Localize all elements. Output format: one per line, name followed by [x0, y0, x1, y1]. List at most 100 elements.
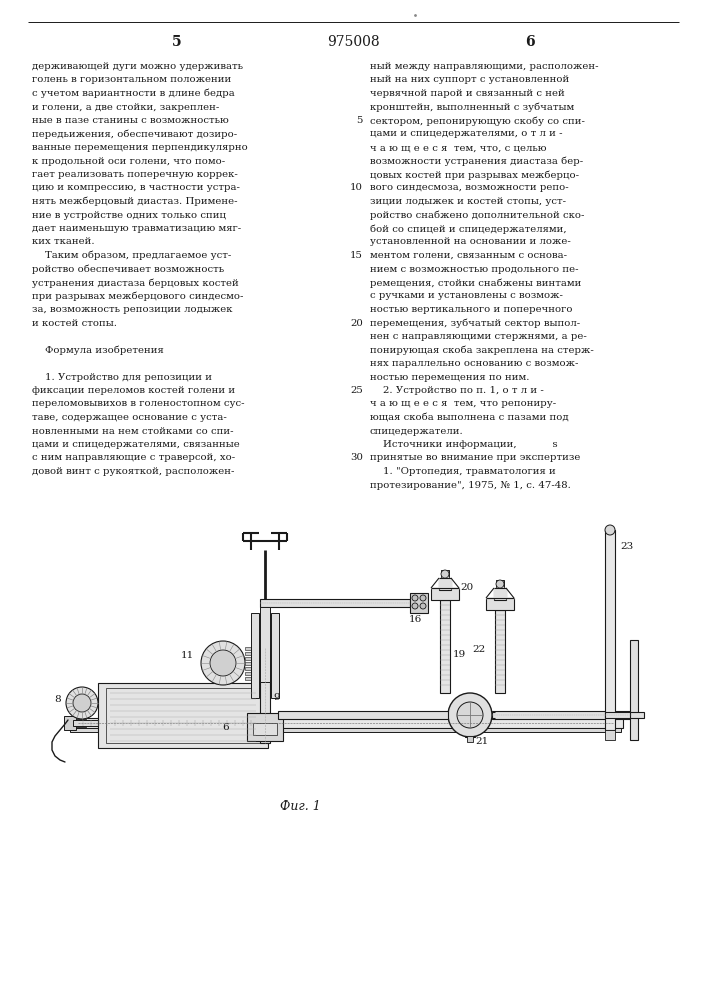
- Text: цию и компрессию, в частности устра-: цию и компрессию, в частности устра-: [32, 184, 240, 192]
- Text: 16: 16: [409, 615, 421, 624]
- Text: дает наименьшую травматизацию мяг-: дает наименьшую травматизацию мяг-: [32, 224, 241, 233]
- Bar: [98, 683, 268, 748]
- Text: 6: 6: [223, 723, 229, 732]
- Text: ройство обеспечивает возможность: ройство обеспечивает возможность: [32, 264, 224, 274]
- Text: ностью перемещения по ним.: ностью перемещения по ним.: [370, 372, 530, 381]
- Bar: [605, 530, 615, 730]
- Text: устранения диастаза берцовых костей: устранения диастаза берцовых костей: [32, 278, 239, 288]
- Bar: [467, 736, 473, 742]
- Text: 1. Устройство для репозиции и: 1. Устройство для репозиции и: [32, 372, 212, 381]
- Text: цами и спицедержателями, связанные: цами и спицедержателями, связанные: [32, 440, 240, 449]
- Text: и костей стопы.: и костей стопы.: [32, 318, 117, 328]
- Text: зиции лодыжек и костей стопы, уст-: зиции лодыжек и костей стопы, уст-: [370, 197, 566, 206]
- Bar: [605, 730, 615, 740]
- Bar: [68, 718, 623, 728]
- Text: червячной парой и связанный с ней: червячной парой и связанный с ней: [370, 89, 565, 98]
- Text: 11: 11: [181, 651, 194, 660]
- Text: Фиг. 1: Фиг. 1: [280, 800, 321, 813]
- Bar: [495, 610, 505, 693]
- Text: передьижения, обеспечивают дозиро-: передьижения, обеспечивают дозиро-: [32, 129, 237, 139]
- Bar: [260, 648, 270, 743]
- Text: при разрывах межберцового синдесмо-: при разрывах межберцового синдесмо-: [32, 292, 243, 301]
- Bar: [494, 588, 506, 600]
- Bar: [496, 580, 504, 588]
- Bar: [73, 720, 278, 726]
- Text: нять межберцовый диастаз. Примене-: нять межберцовый диастаз. Примене-: [32, 197, 238, 207]
- Text: ние в устройстве одних только спиц: ние в устройстве одних только спиц: [32, 211, 226, 220]
- Text: новленными на нем стойками со спи-: новленными на нем стойками со спи-: [32, 426, 233, 436]
- Text: 975008: 975008: [327, 35, 380, 49]
- Bar: [245, 657, 251, 660]
- Text: фиксации переломов костей голени и: фиксации переломов костей голени и: [32, 386, 235, 395]
- Text: Источники информации,           ѕ: Источники информации, ѕ: [370, 440, 558, 449]
- Text: 23: 23: [620, 542, 633, 551]
- Bar: [245, 647, 251, 650]
- Text: 10: 10: [350, 184, 363, 192]
- Bar: [271, 613, 279, 698]
- Text: держивающей дуги можно удерживать: держивающей дуги можно удерживать: [32, 62, 243, 71]
- Text: вого синдесмоза, возможности репо-: вого синдесмоза, возможности репо-: [370, 184, 568, 192]
- Text: ройство снабжено дополнительной ско-: ройство снабжено дополнительной ско-: [370, 211, 585, 220]
- Text: спицедержатели.: спицедержатели.: [370, 426, 464, 436]
- Bar: [622, 712, 644, 718]
- Circle shape: [73, 694, 91, 712]
- Text: переломовывихов в голеностопном сус-: переломовывихов в голеностопном сус-: [32, 399, 245, 408]
- Bar: [440, 600, 450, 693]
- Text: 22: 22: [472, 645, 485, 654]
- Polygon shape: [486, 588, 514, 598]
- Text: бой со спицей и спицедержателями,: бой со спицей и спицедержателями,: [370, 224, 566, 233]
- Text: сектором, репонирующую скобу со спи-: сектором, репонирующую скобу со спи-: [370, 116, 585, 125]
- Circle shape: [66, 687, 98, 719]
- Circle shape: [412, 603, 418, 609]
- Bar: [247, 713, 283, 741]
- Text: ный между направляющими, расположен-: ный между направляющими, расположен-: [370, 62, 599, 71]
- Bar: [278, 711, 448, 719]
- Bar: [76, 719, 86, 727]
- Bar: [106, 688, 260, 743]
- Text: гает реализовать поперечную коррек-: гает реализовать поперечную коррек-: [32, 170, 238, 179]
- Text: цовых костей при разрывах межберцо-: цовых костей при разрывах межберцо-: [370, 170, 579, 180]
- Bar: [253, 723, 277, 735]
- Text: 20: 20: [460, 583, 473, 592]
- Text: ный на них суппорт с установленной: ный на них суппорт с установленной: [370, 76, 569, 85]
- Circle shape: [448, 693, 492, 737]
- Text: 25: 25: [350, 386, 363, 395]
- Text: 6: 6: [525, 35, 534, 49]
- Circle shape: [605, 525, 615, 535]
- Text: с ручками и установлены с возмож-: с ручками и установлены с возмож-: [370, 292, 563, 300]
- Text: таве, содержащее основание с уста-: таве, содержащее основание с уста-: [32, 413, 227, 422]
- Bar: [245, 662, 251, 665]
- Bar: [465, 736, 475, 737]
- Circle shape: [412, 595, 418, 601]
- Text: 20: 20: [350, 318, 363, 328]
- Bar: [630, 640, 638, 740]
- Circle shape: [420, 595, 426, 601]
- Text: 5: 5: [173, 35, 182, 49]
- Text: возможности устранения диастаза бер-: возможности устранения диастаза бер-: [370, 156, 583, 166]
- Circle shape: [210, 650, 236, 676]
- Circle shape: [201, 641, 245, 685]
- Text: довой винт с рукояткой, расположен-: довой винт с рукояткой, расположен-: [32, 467, 235, 476]
- Text: ких тканей.: ких тканей.: [32, 237, 95, 246]
- Text: ч а ю щ е е с я  тем, что репониру-: ч а ю щ е е с я тем, что репониру-: [370, 399, 556, 408]
- Text: ремещения, стойки снабжены винтами: ремещения, стойки снабжены винтами: [370, 278, 581, 288]
- Bar: [630, 707, 638, 723]
- Bar: [245, 652, 251, 655]
- Bar: [486, 598, 514, 610]
- Bar: [431, 588, 459, 600]
- Bar: [439, 578, 451, 590]
- Bar: [245, 677, 251, 680]
- Text: кронштейн, выполненный с зубчатым: кронштейн, выполненный с зубчатым: [370, 103, 574, 112]
- Text: ч а ю щ е е с я  тем, что, с целью: ч а ю щ е е с я тем, что, с целью: [370, 143, 547, 152]
- Text: 1. "Ортопедия, травматология и: 1. "Ортопедия, травматология и: [370, 467, 556, 476]
- Text: голень в горизонтальном положении: голень в горизонтальном положении: [32, 76, 231, 85]
- Bar: [245, 672, 251, 675]
- Text: понирующая скоба закреплена на стерж-: понирующая скоба закреплена на стерж-: [370, 346, 594, 355]
- Text: установленной на основании и ложе-: установленной на основании и ложе-: [370, 237, 571, 246]
- Text: 9: 9: [273, 693, 280, 702]
- Circle shape: [420, 603, 426, 609]
- Bar: [260, 599, 410, 607]
- Bar: [410, 593, 428, 613]
- Text: 15: 15: [350, 251, 363, 260]
- Text: за, возможность репозиции лодыжек: за, возможность репозиции лодыжек: [32, 305, 233, 314]
